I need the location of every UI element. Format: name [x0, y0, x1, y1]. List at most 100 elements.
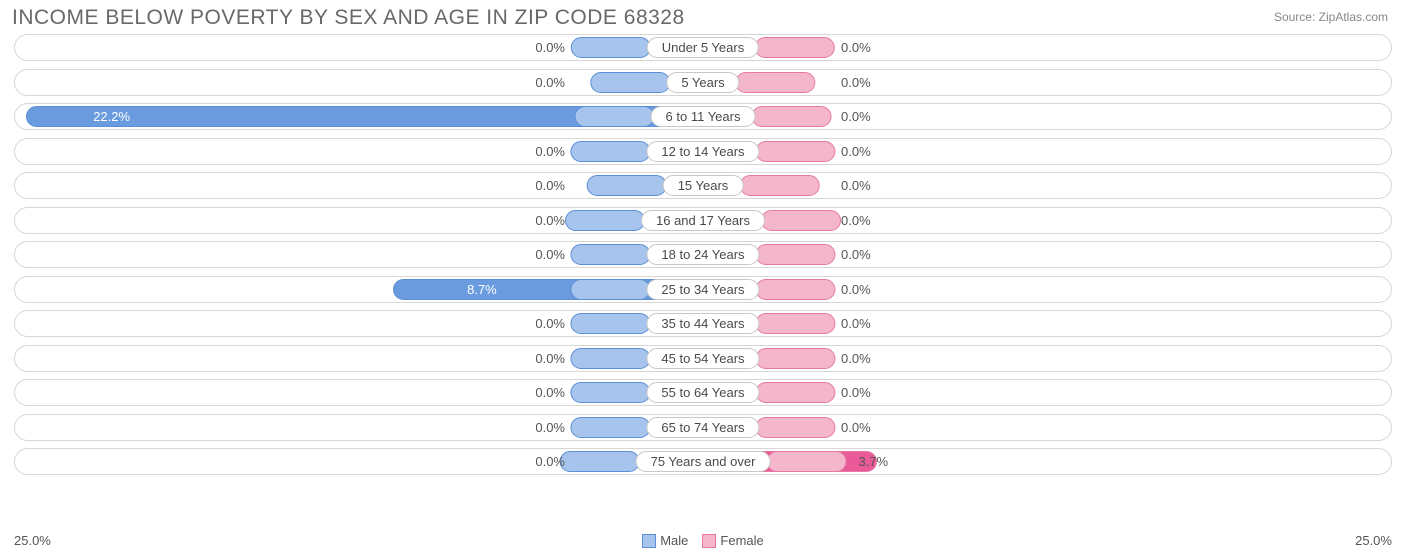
center-label-zone: Under 5 Years — [571, 35, 835, 60]
male-value: 0.0% — [535, 415, 565, 440]
female-pill — [755, 37, 835, 58]
chart-row: 15 Years 0.0% 0.0% — [14, 172, 1392, 199]
female-pill — [761, 210, 841, 231]
female-value: 0.0% — [841, 104, 871, 129]
male-value: 0.0% — [535, 449, 565, 474]
male-value: 0.0% — [535, 380, 565, 405]
male-value: 8.7% — [467, 277, 497, 302]
female-pill — [756, 417, 836, 438]
chart-row: Under 5 Years 0.0% 0.0% — [14, 34, 1392, 61]
center-label-zone: 35 to 44 Years — [570, 311, 835, 336]
chart-row: 55 to 64 Years 0.0% 0.0% — [14, 379, 1392, 406]
source-attribution: Source: ZipAtlas.com — [1274, 6, 1394, 24]
center-label-zone: 5 Years — [590, 70, 815, 95]
male-pill — [570, 313, 650, 334]
chart-row: 35 to 44 Years 0.0% 0.0% — [14, 310, 1392, 337]
male-pill — [587, 175, 667, 196]
male-value: 0.0% — [535, 173, 565, 198]
age-label: 15 Years — [663, 175, 744, 196]
female-value: 0.0% — [841, 208, 871, 233]
male-pill — [570, 244, 650, 265]
center-label-zone: 45 to 54 Years — [570, 346, 835, 371]
female-value: 0.0% — [841, 346, 871, 371]
age-label: 12 to 14 Years — [646, 141, 759, 162]
axis-max-right: 25.0% — [1355, 533, 1392, 548]
male-value: 0.0% — [535, 208, 565, 233]
legend-male-swatch — [642, 534, 656, 548]
age-label: 18 to 24 Years — [646, 244, 759, 265]
female-pill — [756, 313, 836, 334]
legend-female: Female — [702, 533, 763, 548]
chart-area: Under 5 Years0.0%0.0%5 Years0.0%0.0%6 to… — [0, 30, 1406, 475]
female-pill — [766, 451, 846, 472]
chart-row: 5 Years 0.0% 0.0% — [14, 69, 1392, 96]
male-value: 0.0% — [535, 139, 565, 164]
center-label-zone: 55 to 64 Years — [570, 380, 835, 405]
center-label-zone: 25 to 34 Years — [570, 277, 835, 302]
center-label-zone: 18 to 24 Years — [570, 242, 835, 267]
center-label-zone: 15 Years — [587, 173, 820, 198]
age-label: 5 Years — [666, 72, 739, 93]
legend-male-label: Male — [660, 533, 688, 548]
chart-row: 18 to 24 Years0.0%0.0% — [14, 241, 1392, 268]
female-value: 0.0% — [841, 380, 871, 405]
chart-row: 65 to 74 Years 0.0% 0.0% — [14, 414, 1392, 441]
center-label-zone: 75 Years and over — [560, 449, 847, 474]
chart-row: 75 Years and over 0.0% 3.7% — [14, 448, 1392, 475]
age-label: 35 to 44 Years — [646, 313, 759, 334]
chart-row: 16 and 17 Years 0.0% 0.0% — [14, 207, 1392, 234]
legend-male: Male — [642, 533, 688, 548]
male-pill — [570, 417, 650, 438]
center-label-zone: 16 and 17 Years — [565, 208, 841, 233]
age-label: 45 to 54 Years — [646, 348, 759, 369]
female-pill — [739, 175, 819, 196]
male-pill — [560, 451, 640, 472]
legend: Male Female — [642, 533, 764, 548]
male-value: 0.0% — [535, 311, 565, 336]
female-pill — [756, 141, 836, 162]
male-value: 0.0% — [535, 35, 565, 60]
age-label: 16 and 17 Years — [641, 210, 765, 231]
chart-row: 6 to 11 Years 22.2% 0.0% — [14, 103, 1392, 130]
female-value: 0.0% — [841, 70, 871, 95]
male-value: 0.0% — [535, 346, 565, 371]
female-value: 0.0% — [841, 35, 871, 60]
legend-female-swatch — [702, 534, 716, 548]
male-pill — [575, 106, 655, 127]
age-label: Under 5 Years — [647, 37, 759, 58]
female-pill — [756, 348, 836, 369]
legend-female-label: Female — [720, 533, 763, 548]
female-value: 3.7% — [858, 449, 888, 474]
female-pill — [756, 244, 836, 265]
chart-row: 45 to 54 Years 0.0% 0.0% — [14, 345, 1392, 372]
female-pill — [756, 279, 836, 300]
male-value: 22.2% — [93, 104, 130, 129]
female-value: 0.0% — [841, 311, 871, 336]
female-value: 0.0% — [841, 139, 871, 164]
male-pill — [570, 141, 650, 162]
female-value: 0.0% — [841, 173, 871, 198]
axis-max-left: 25.0% — [14, 533, 51, 548]
chart-row: 25 to 34 Years 8.7% 0.0% — [14, 276, 1392, 303]
center-label-zone: 65 to 74 Years — [570, 415, 835, 440]
age-label: 55 to 64 Years — [646, 382, 759, 403]
male-pill — [570, 279, 650, 300]
age-label: 25 to 34 Years — [646, 279, 759, 300]
male-pill — [565, 210, 645, 231]
age-label: 6 to 11 Years — [651, 106, 756, 127]
male-pill — [571, 37, 651, 58]
female-pill — [736, 72, 816, 93]
age-label: 75 Years and over — [636, 451, 771, 472]
male-pill — [570, 382, 650, 403]
male-pill — [570, 348, 650, 369]
age-label: 65 to 74 Years — [646, 417, 759, 438]
male-value: 0.0% — [535, 242, 565, 267]
chart-row: 12 to 14 Years 0.0% 0.0% — [14, 138, 1392, 165]
center-label-zone: 6 to 11 Years — [575, 104, 832, 129]
female-value: 0.0% — [841, 415, 871, 440]
male-pill — [590, 72, 670, 93]
female-value: 0.0% — [841, 277, 871, 302]
chart-title: INCOME BELOW POVERTY BY SEX AND AGE IN Z… — [12, 6, 685, 30]
male-value: 0.0% — [535, 70, 565, 95]
chart-footer: 25.0% Male Female 25.0% — [14, 533, 1392, 548]
